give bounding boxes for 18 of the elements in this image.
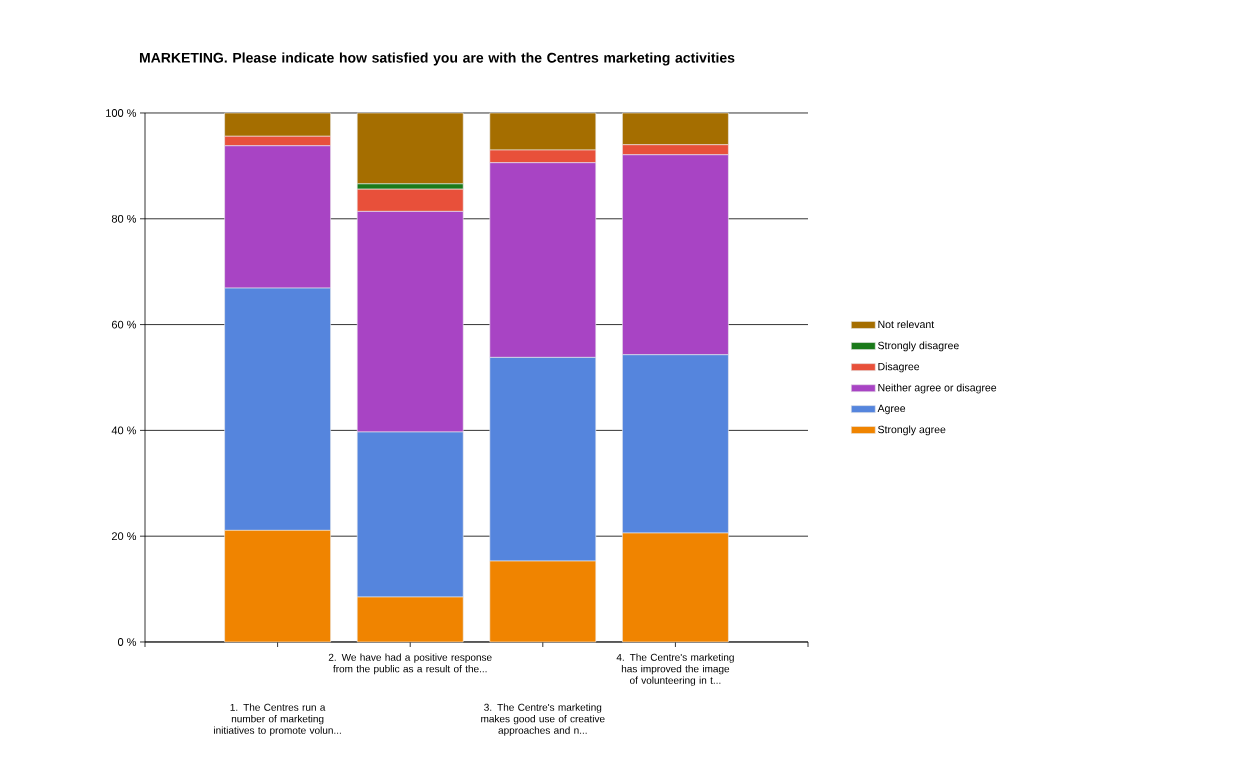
x-tick-label: 2. We have had a positive response from the public as a result of the... xyxy=(328,653,492,675)
legend-label: Neither agree or disagree xyxy=(878,383,997,394)
legend-label: Disagree xyxy=(878,362,920,373)
x-tick-label: 4. The Centre's marketing has improved the image of volunteering in t... xyxy=(616,653,734,686)
y-tick-label: 80 % xyxy=(111,214,137,223)
legend-label: Strongly agree xyxy=(878,425,946,436)
y-tick-label: 60 % xyxy=(111,320,137,329)
legend-label: Agree xyxy=(877,404,906,415)
y-tick-label: 40 % xyxy=(111,426,137,435)
x-tick-label: 1. The Centres run a number of marketing initiatives to promote volun... xyxy=(214,703,341,736)
legend-label: Not relevant xyxy=(878,320,935,329)
y-tick-label: 0 % xyxy=(117,638,137,646)
bar xyxy=(356,112,464,185)
y-tick-label: 100 % xyxy=(106,109,137,117)
legend-label: Strongly disagree xyxy=(878,341,959,352)
x-tick-label: 3. The Centre's marketing makes good use of creative approaches and n... xyxy=(481,703,605,736)
chart-title: MARKETING. Please indicate how satisfied you are with the Centres marketing activities xyxy=(139,52,735,66)
y-tick-label: 20 % xyxy=(111,532,137,541)
